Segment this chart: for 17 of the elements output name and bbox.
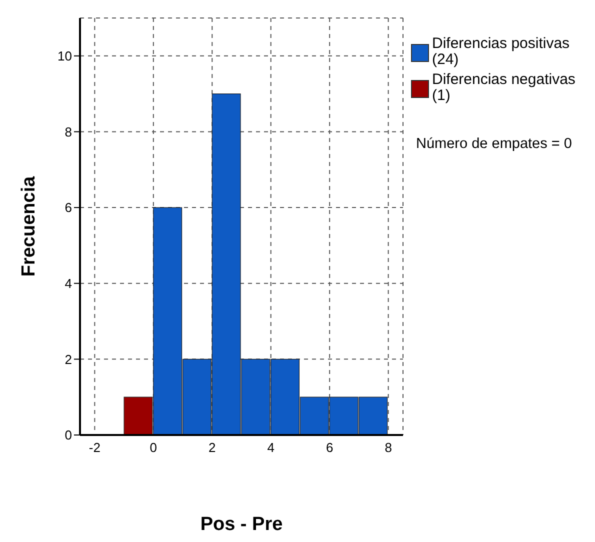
x-tick-label: 6 (326, 440, 334, 456)
y-tick-label: 0 (64, 428, 72, 443)
y-tick-label: 8 (64, 124, 72, 140)
y-tick-label: 6 (64, 200, 72, 216)
x-tick-label: -2 (88, 440, 100, 456)
y-tick-label: 4 (64, 276, 72, 291)
x-tick-label: 0 (150, 440, 158, 456)
y-tick-label: 2 (64, 352, 72, 367)
y-axis-title: Frecuencia (18, 176, 40, 277)
x-tick-label: 2 (208, 440, 216, 456)
text: Número de empates = 0 (416, 136, 572, 152)
x-tick-label: 4 (267, 440, 274, 456)
x-tick-label: 8 (384, 440, 392, 456)
x-axis-title: Pos - Pre (200, 514, 283, 535)
legend-label: Diferencias negativas (1) (432, 71, 576, 104)
y-tick-label: 10 (58, 48, 72, 64)
legend-label: Diferencias positivas (24) (432, 35, 571, 68)
